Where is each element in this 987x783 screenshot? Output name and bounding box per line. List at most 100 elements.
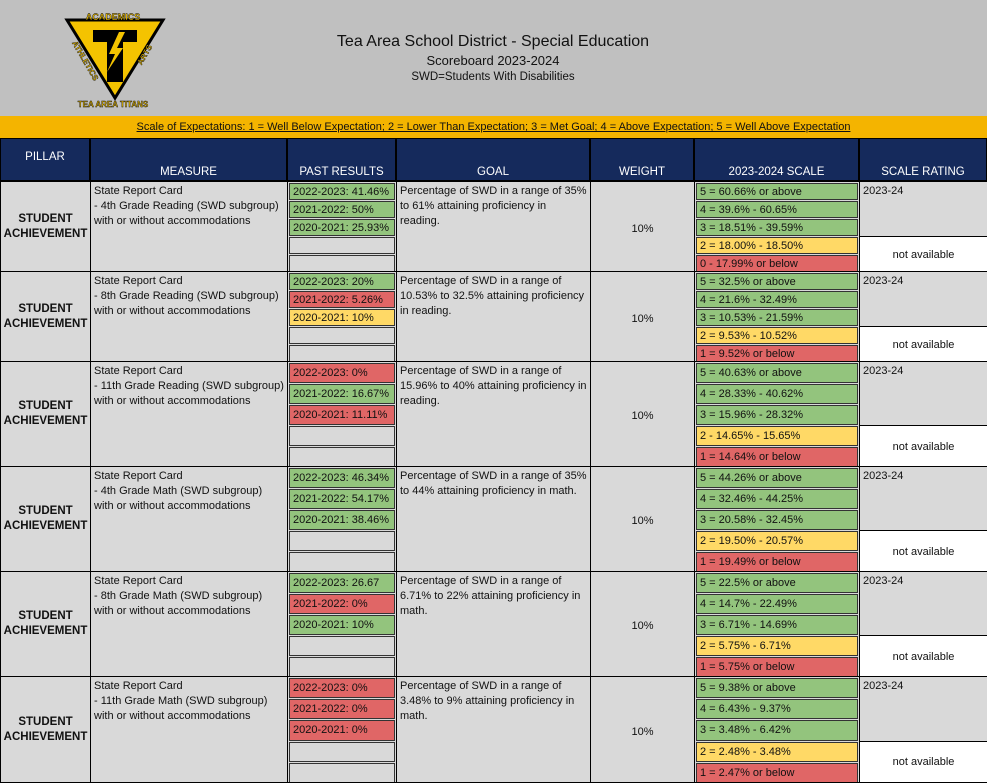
goal: Percentage of SWD in a range of 35% to 6… <box>400 185 587 227</box>
past-result: 2022-2023: 0% <box>289 363 395 383</box>
past-result-empty <box>289 327 395 344</box>
past-results-cell: 2022-2023: 0% 2021-2022: 0% 2020-2021: 0% <box>287 676 397 783</box>
measure-cell: State Report Card - 8th Grade Reading (SW… <box>90 271 288 362</box>
past-results-cell: 2022-2023: 26.67 2021-2022: 0% 2020-2021: … <box>287 571 397 677</box>
goal-cell: Percentage of SWD in a range of 3.48% to… <box>396 676 591 783</box>
past-results-cell: 2022-2023: 20% 2021-2022: 5.26% 2020-2021:… <box>287 271 397 362</box>
past-result: 2021-2022: 54.17% <box>289 489 395 509</box>
weight-cell: 10% <box>590 466 695 572</box>
scale-level: 5 = 40.63% or above <box>696 363 858 383</box>
measure-line: - 11th Grade Reading (SWD subgroup) with… <box>94 380 284 407</box>
scale-cell: 5 = 44.26% or above 4 = 32.46% - 44.25% 3 … <box>694 466 860 572</box>
weight: 10% <box>631 222 654 235</box>
past-results-cell: 2022-2023: 41.46% 2021-2022: 50% 2020-2021… <box>287 181 397 272</box>
past-result-empty <box>289 447 395 466</box>
rating-year: 2023-24 <box>863 575 904 587</box>
goal: Percentage of SWD in a range of 6.71% to… <box>400 575 581 617</box>
pillar-cell: STUDENT ACHIEVEMENT <box>0 571 91 677</box>
past-result: 2021-2022: 0% <box>289 594 395 614</box>
title: Tea Area School District - Special Educa… <box>336 33 650 50</box>
scale-note: Scale of Expectations: 1 = Well Below Ex… <box>0 116 987 138</box>
measure-cell: State Report Card - 11th Grade Math (SWD … <box>90 676 288 783</box>
weight: 10% <box>631 725 654 738</box>
goal-cell: Percentage of SWD in a range of 10.53% t… <box>396 271 591 362</box>
measure-line: - 8th Grade Math (SWD subgroup) with or … <box>94 590 263 617</box>
goal: Percentage of SWD in a range of 10.53% t… <box>400 275 585 317</box>
rating-year: 2023-24 <box>863 680 904 692</box>
goal-cell: Percentage of SWD in a range of 35% to 6… <box>396 181 591 272</box>
column-header: MEASURE <box>90 138 287 181</box>
past-result-empty <box>289 741 395 762</box>
rating-cell: 2023-24 not available <box>859 361 987 467</box>
measure-cell: State Report Card - 4th Grade Math (SWD s… <box>90 466 288 572</box>
measure-line: State Report Card <box>94 275 183 287</box>
rating: not available <box>860 530 987 571</box>
rating: not available <box>860 326 987 361</box>
weight: 10% <box>631 410 654 422</box>
header: ACADEMICS ATHLETICS ARTS TEA AREA TITANS… <box>0 0 987 116</box>
past-result: 2021-2022: 16.67% <box>289 384 395 404</box>
logo-text: ACADEMICS <box>86 12 141 22</box>
measure-line: State Report Card <box>94 575 183 587</box>
past-result-empty <box>289 255 395 271</box>
rating-cell: 2023-24 not available <box>859 271 987 362</box>
scale-level: 1 = 5.75% or below <box>696 657 858 676</box>
scale-cell: 5 = 40.63% or above 4 = 28.33% - 40.62% 3 … <box>694 361 860 467</box>
goal: Percentage of SWD in a range of 35% to 4… <box>400 470 587 497</box>
logo: ACADEMICS ATHLETICS ARTS TEA AREA TITANS <box>64 12 166 109</box>
pillar: STUDENT ACHIEVEMENT <box>3 610 88 637</box>
measure-cell: State Report Card - 8th Grade Math (SWD s… <box>90 571 288 677</box>
weight-cell: 10% <box>590 271 695 362</box>
scale-level: 4 = 21.6% - 32.49% <box>696 291 858 308</box>
scale-level: 2 - 14.65% - 15.65% <box>696 426 858 446</box>
past-result: 2022-2023: 26.67 <box>289 573 395 593</box>
past-result-empty <box>289 762 395 782</box>
measure-line: State Report Card <box>94 365 183 377</box>
past-result-empty <box>289 552 395 571</box>
pillar-cell: STUDENT ACHIEVEMENT <box>0 271 91 362</box>
weight: 10% <box>631 312 654 325</box>
scale-cell: 5 = 32.5% or above 4 = 21.6% - 32.49% 3 = … <box>694 271 860 362</box>
logo-text: TEA AREA TITANS <box>78 100 149 109</box>
past-results-cell: 2022-2023: 46.34% 2021-2022: 54.17% 2020-2… <box>287 466 397 572</box>
pillar: STUDENT ACHIEVEMENT <box>3 212 88 240</box>
pillar-cell: STUDENT ACHIEVEMENT <box>0 361 91 467</box>
scale-level: 5 = 9.38% or above <box>696 678 858 699</box>
measure-cell: State Report Card - 11th Grade Reading (S… <box>90 361 288 467</box>
pillar-cell: STUDENT ACHIEVEMENT <box>0 676 91 783</box>
scale-cell: 5 = 60.66% or above 4 = 39.6% - 60.65% 3 =… <box>694 181 860 272</box>
measure-line: - 4th Grade Reading (SWD subgroup) with … <box>94 200 279 227</box>
scale-level: 4 = 14.7% - 22.49% <box>696 594 858 614</box>
scale-level: 4 = 39.6% - 60.65% <box>696 201 858 218</box>
pillar: STUDENT ACHIEVEMENT <box>3 715 88 743</box>
rating-year: 2023-24 <box>863 185 904 197</box>
goal-cell: Percentage of SWD in a range of 6.71% to… <box>396 571 591 677</box>
weight-cell: 10% <box>590 181 695 272</box>
past-result: 2021-2022: 5.26% <box>289 291 395 308</box>
past-result: 2020-2021: 10% <box>289 615 395 635</box>
measure-cell: State Report Card - 4th Grade Reading (SW… <box>90 181 288 272</box>
scale-level: 2 = 9.53% - 10.52% <box>696 327 858 344</box>
weight: 10% <box>631 620 654 632</box>
pillar: STUDENT ACHIEVEMENT <box>3 505 88 532</box>
column-header: GOAL <box>396 138 590 181</box>
scale-level: 5 = 60.66% or above <box>696 183 858 200</box>
note: SWD=Students With Disabilities <box>411 71 575 83</box>
past-result-empty <box>289 426 395 446</box>
rating-year: 2023-24 <box>863 275 904 287</box>
goal-cell: Percentage of SWD in a range of 15.96% t… <box>396 361 591 467</box>
scale-level: 1 = 9.52% or below <box>696 345 858 361</box>
past-result: 2020-2021: 10% <box>289 309 395 326</box>
weight-cell: 10% <box>590 676 695 783</box>
past-result-empty <box>289 657 395 676</box>
scale-cell: 5 = 22.5% or above 4 = 14.7% - 22.49% 3 = … <box>694 571 860 677</box>
rating-cell: 2023-24 not available <box>859 676 987 783</box>
rating-cell: 2023-24 not available <box>859 466 987 572</box>
past-result-empty <box>289 531 395 551</box>
measure-line: State Report Card <box>94 185 183 197</box>
scale-level: 2 = 5.75% - 6.71% <box>696 636 858 656</box>
pillar-cell: STUDENT ACHIEVEMENT <box>0 466 91 572</box>
measure-line: - 8th Grade Reading (SWD subgroup) with … <box>94 290 279 317</box>
scale-level: 3 = 3.48% - 6.42% <box>696 720 858 741</box>
past-result: 2020-2021: 0% <box>289 720 395 741</box>
